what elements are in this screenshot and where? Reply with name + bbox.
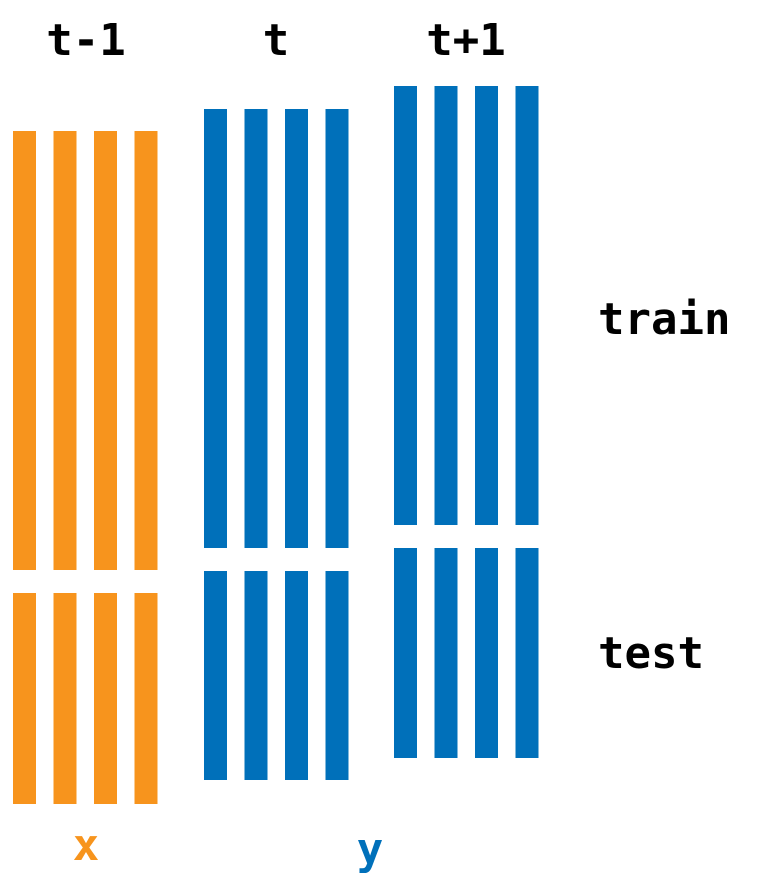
bar-t+1-test-1 — [394, 548, 417, 758]
bar-t-train-2 — [244, 109, 268, 548]
bar-t+1-train-4 — [515, 86, 539, 525]
bar-t-train-4 — [325, 109, 349, 548]
bar-t-1-train-3 — [94, 131, 117, 570]
bar-t-test-4 — [325, 571, 349, 780]
group-label-t-plus-1: t+1 — [426, 15, 505, 66]
bar-t-1-train-4 — [134, 131, 158, 570]
bar-t+1-test-2 — [434, 548, 458, 758]
bar-t-1-test-3 — [94, 593, 117, 804]
bar-t+1-train-3 — [475, 86, 498, 525]
test-label: test — [598, 628, 704, 679]
target-y-label: y — [357, 824, 384, 875]
bar-t+1-test-3 — [475, 548, 498, 758]
bar-t-1-train-2 — [53, 131, 77, 570]
bar-t+1-train-2 — [434, 86, 458, 525]
bars-layer — [13, 86, 539, 804]
bar-t-train-3 — [285, 109, 308, 548]
bar-t-1-train-1 — [13, 131, 36, 570]
bar-t-1-test-1 — [13, 593, 36, 804]
group-label-t: t — [263, 15, 290, 66]
bar-t-test-3 — [285, 571, 308, 780]
input-x-label: x — [73, 820, 100, 871]
train-label: train — [598, 294, 730, 345]
bar-t-train-1 — [204, 109, 227, 548]
bar-t-test-1 — [204, 571, 227, 780]
bar-t+1-test-4 — [515, 548, 539, 758]
group-label-t-minus-1: t-1 — [46, 15, 125, 66]
bar-t-1-test-2 — [53, 593, 77, 804]
bar-t-1-test-4 — [134, 593, 158, 804]
bar-t+1-train-1 — [394, 86, 417, 525]
bar-t-test-2 — [244, 571, 268, 780]
